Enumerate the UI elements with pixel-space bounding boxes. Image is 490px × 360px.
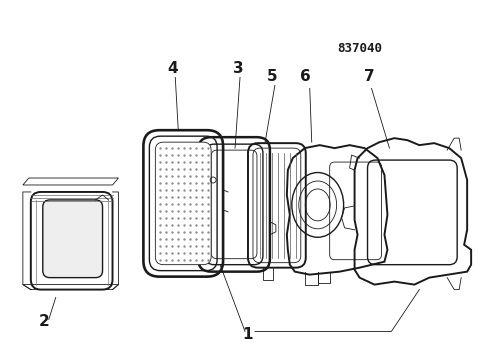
Text: 837040: 837040: [337, 42, 382, 55]
Text: 5: 5: [267, 69, 277, 84]
FancyBboxPatch shape: [43, 200, 102, 278]
Text: 1: 1: [243, 327, 253, 342]
Text: 7: 7: [364, 69, 375, 84]
Text: 2: 2: [38, 314, 49, 329]
FancyBboxPatch shape: [155, 142, 211, 265]
Text: 6: 6: [300, 69, 311, 84]
Text: 3: 3: [233, 61, 244, 76]
Text: 4: 4: [167, 61, 177, 76]
